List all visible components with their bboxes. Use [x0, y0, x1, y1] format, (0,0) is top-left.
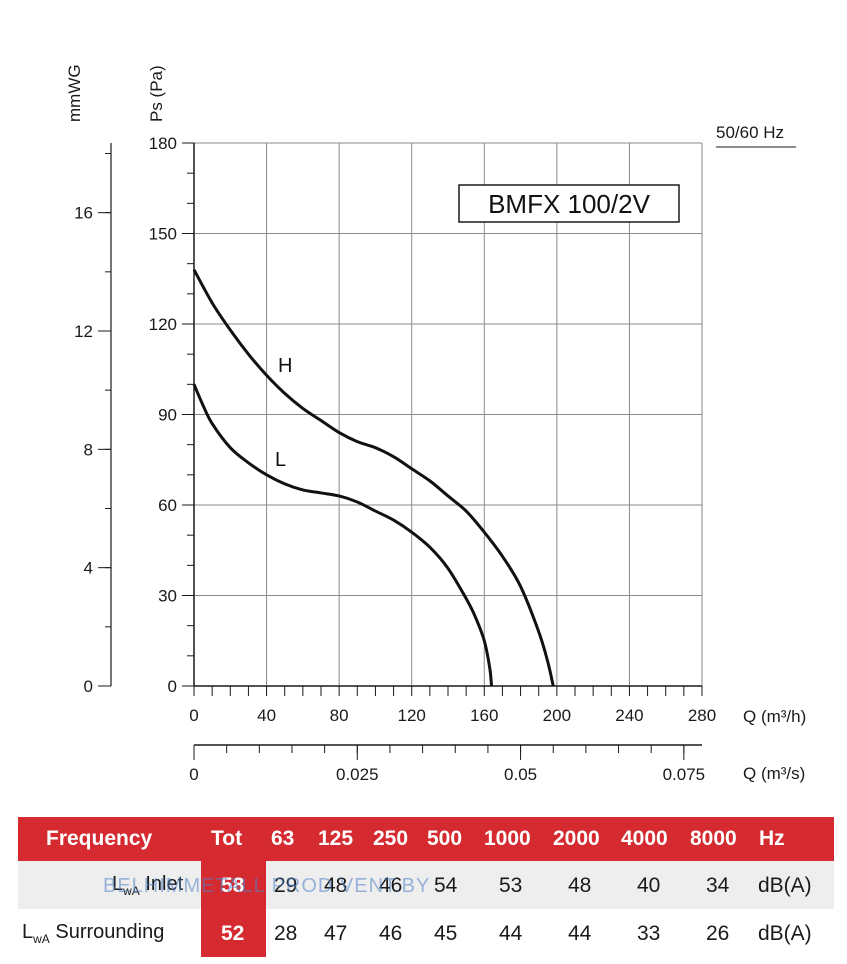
header-2000: 2000: [553, 827, 600, 850]
x2-axis-label: Q (m³/s): [743, 764, 805, 783]
y-tick-label: 30: [158, 587, 177, 606]
inlet-tot: 58: [221, 874, 245, 897]
header-63: 63: [271, 827, 295, 850]
y-tick-label: 150: [149, 225, 177, 244]
inlet-4000: 40: [637, 874, 661, 897]
y-tick-label: 0: [168, 677, 177, 696]
surrounding-tot: 52: [221, 922, 245, 945]
curve-label-h: H: [278, 355, 292, 377]
model-name: BMFX 100/2V: [488, 189, 651, 219]
surrounding-unit: dB(A): [758, 922, 812, 945]
x-tick-label: 80: [330, 706, 349, 725]
frequency-note: 50/60 Hz: [716, 123, 784, 142]
x2-tick-label: 0.075: [663, 765, 706, 784]
surrounding-2000: 44: [568, 922, 592, 945]
row-label-inlet: LwA Inlet: [112, 873, 184, 898]
inlet-2000: 48: [568, 874, 592, 897]
x-tick-label: 120: [398, 706, 426, 725]
row-label-surrounding: LwA Surrounding: [22, 921, 165, 946]
inlet-unit: dB(A): [758, 874, 812, 897]
surrounding-500: 45: [434, 922, 458, 945]
surrounding-125: 47: [324, 922, 348, 945]
header-hz: Hz: [759, 827, 785, 850]
y-tick-label: 180: [149, 134, 177, 153]
x-tick-label: 40: [257, 706, 276, 725]
watermark: BELHIMMETALL PROD VENT.BY: [103, 875, 431, 897]
x-tick-label: 280: [688, 706, 716, 725]
fan-curves: [192, 268, 555, 687]
y2-tick-label: 12: [74, 322, 93, 341]
x-tick-label: 160: [470, 706, 498, 725]
header-125: 125: [318, 827, 354, 850]
header-250: 250: [373, 827, 409, 850]
inlet-8000: 34: [706, 874, 730, 897]
header-tot: Tot: [211, 827, 243, 850]
axis-labels: 0 40 80 120 160 200 240 28003060901201501800481…: [74, 134, 716, 784]
chart-grid: [98, 142, 703, 760]
y-tick-label: 90: [158, 406, 177, 425]
header-4000: 4000: [621, 827, 668, 850]
header-500: 500: [427, 827, 463, 850]
inlet-1000: 53: [499, 874, 523, 897]
surrounding-63: 28: [274, 922, 298, 945]
sound-power-table: Frequency Tot 63 125 250 500 1000 2000 4…: [18, 817, 834, 957]
y2-tick-label: 8: [84, 440, 93, 459]
model-name-box: [458, 184, 680, 223]
surrounding-250: 46: [379, 922, 403, 945]
header-frequency: Frequency: [46, 827, 153, 850]
y2-tick-label: 0: [84, 677, 93, 696]
x-tick-label: 0: [189, 706, 198, 725]
inlet-125: 48: [324, 874, 348, 897]
curve-h: [192, 268, 555, 687]
table-header-row: [18, 817, 834, 861]
x2-tick-label: 0.05: [504, 765, 537, 784]
fan-curve-chart: 0 40 80 120 160 200 240 28003060901201501800481…: [65, 64, 806, 784]
surrounding-1000: 44: [499, 922, 523, 945]
y-tick-label: 60: [158, 496, 177, 515]
y2-tick-label: 16: [74, 204, 93, 223]
x2-tick-label: 0: [189, 765, 198, 784]
inlet-500: 54: [434, 874, 458, 897]
tot-column: [201, 861, 266, 957]
curve-l: [192, 383, 494, 687]
y2-axis-label: mmWG: [65, 64, 84, 122]
surrounding-8000: 26: [706, 922, 730, 945]
y-tick-label: 120: [149, 315, 177, 334]
curve-label-l: L: [275, 449, 286, 471]
y-axis-label: Ps (Pa): [147, 65, 166, 122]
surrounding-4000: 33: [637, 922, 661, 945]
table-row-inlet: [18, 861, 834, 909]
x2-tick-label: 0.025: [336, 765, 379, 784]
header-8000: 8000: [690, 827, 737, 850]
x-axis-label: Q (m³/h): [743, 707, 806, 726]
x-tick-label: 200: [543, 706, 571, 725]
inlet-63: 29: [274, 874, 298, 897]
inlet-250: 46: [379, 874, 403, 897]
x-tick-label: 240: [615, 706, 643, 725]
y2-tick-label: 4: [84, 559, 93, 578]
minor-ticks: [105, 142, 703, 753]
table-row-surrounding: [18, 909, 834, 957]
header-1000: 1000: [484, 827, 531, 850]
